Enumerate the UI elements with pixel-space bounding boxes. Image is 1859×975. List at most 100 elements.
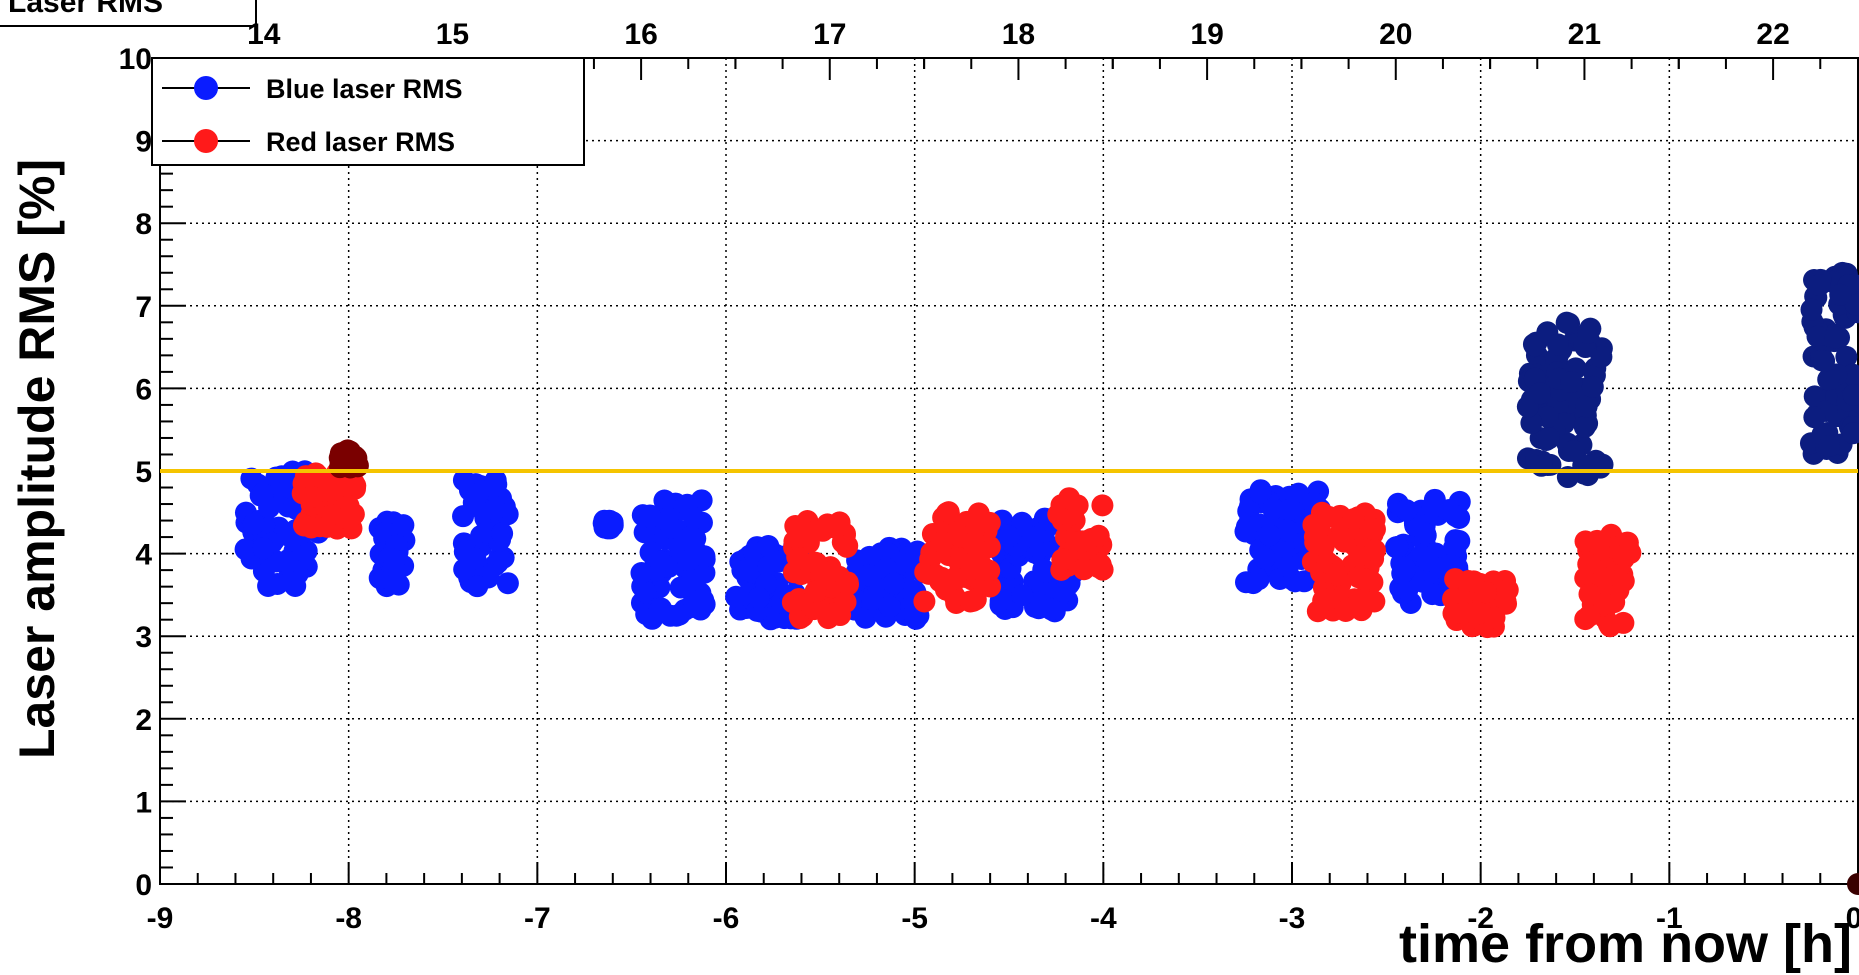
data-point — [1574, 530, 1597, 553]
top-axis-tick-label: 21 — [1568, 18, 1601, 51]
data-point — [1276, 555, 1299, 578]
data-point — [787, 525, 810, 548]
top-axis-tick-label: 16 — [624, 18, 657, 51]
data-point — [962, 532, 985, 555]
data-point — [861, 588, 884, 611]
data-point — [1817, 435, 1840, 458]
data-point — [1546, 333, 1569, 356]
top-axis-tick-label: 19 — [1190, 18, 1223, 51]
data-point — [453, 558, 476, 581]
data-point — [258, 496, 281, 519]
data-point — [1342, 508, 1365, 531]
data-point — [299, 486, 322, 509]
data-point — [1087, 524, 1110, 547]
y-tick-label: 4 — [135, 539, 152, 572]
x-tick-label: -8 — [335, 902, 362, 935]
data-point — [387, 573, 410, 596]
legend-marker-blue — [194, 76, 218, 100]
data-point — [747, 587, 770, 610]
data-point — [1051, 548, 1074, 571]
y-tick-label: 6 — [135, 373, 152, 406]
data-point — [240, 467, 263, 490]
data-point — [757, 535, 780, 558]
data-point — [1528, 382, 1551, 405]
data-point — [1578, 583, 1601, 606]
data-point — [660, 516, 683, 539]
data-point — [1242, 572, 1265, 595]
data-point — [1806, 325, 1829, 348]
x-axis-label: time from now [h] — [1399, 914, 1852, 974]
y-tick-label: 2 — [135, 704, 152, 737]
data-point — [1262, 497, 1285, 520]
data-point — [1275, 519, 1298, 542]
data-point — [1829, 283, 1852, 306]
y-tick-label: 7 — [135, 291, 152, 324]
data-point — [599, 517, 622, 540]
data-point — [334, 507, 357, 530]
x-tick-label: -1 — [1656, 902, 1683, 935]
data-point — [682, 507, 705, 530]
data-point — [1234, 520, 1257, 543]
y-tick-label: 10 — [119, 43, 152, 76]
data-point — [693, 545, 716, 568]
y-tick-label: 0 — [135, 869, 152, 902]
data-point — [735, 558, 758, 581]
data-point — [1576, 464, 1599, 487]
data-point — [1414, 522, 1437, 545]
data-point — [1483, 606, 1506, 629]
data-point — [452, 469, 475, 492]
data-point — [1577, 321, 1600, 344]
data-point — [1813, 349, 1836, 372]
data-point — [1258, 524, 1281, 547]
data-point — [1800, 298, 1823, 321]
data-point — [1555, 311, 1578, 334]
data-point — [1530, 454, 1553, 477]
chart-title-frame — [0, 0, 257, 27]
data-point — [1452, 601, 1475, 624]
data-point — [300, 516, 323, 539]
data-point — [1842, 422, 1859, 445]
top-axis-tick-labels: 14 15 16 17 18 19 20 21 22 — [247, 18, 1790, 51]
legend-label-blue: Blue laser RMS — [266, 74, 463, 104]
data-point — [383, 549, 406, 572]
data-point — [234, 538, 257, 561]
data-point — [1058, 487, 1081, 510]
data-point — [1444, 505, 1467, 528]
y-tick-label: 5 — [135, 456, 152, 489]
data-point — [1613, 544, 1636, 567]
data-point — [491, 522, 514, 545]
data-point — [1047, 503, 1070, 526]
data-point — [634, 580, 657, 603]
data-point — [804, 520, 827, 543]
y-tick-label: 1 — [135, 786, 152, 819]
data-point — [1824, 326, 1847, 349]
data-point — [1325, 562, 1348, 585]
data-point — [669, 576, 692, 599]
chart-title: Laser RMS — [8, 0, 163, 19]
y-tick-label: 3 — [135, 621, 152, 654]
data-point — [1842, 383, 1859, 406]
legend-label-red: Red laser RMS — [266, 127, 455, 157]
data-point — [1089, 553, 1112, 576]
x-tick-label: -6 — [713, 902, 740, 935]
data-point — [1333, 530, 1356, 553]
data-point — [692, 589, 715, 612]
data-point — [1318, 588, 1341, 611]
x-tick-label: -3 — [1279, 902, 1306, 935]
data-point — [836, 534, 859, 557]
data-point — [1394, 558, 1417, 581]
data-point — [1386, 535, 1409, 558]
data-point — [827, 601, 850, 624]
x-tick-label: -7 — [524, 902, 551, 935]
data-point — [1575, 395, 1598, 418]
axis-ticks — [159, 57, 1859, 885]
data-point — [1071, 530, 1094, 553]
data-point — [819, 560, 842, 583]
data-point — [257, 574, 280, 597]
data-point — [1841, 363, 1859, 386]
data-point — [937, 501, 960, 524]
top-axis-tick-label: 17 — [813, 18, 846, 51]
data-point — [1334, 599, 1357, 622]
data-points — [234, 261, 1859, 895]
